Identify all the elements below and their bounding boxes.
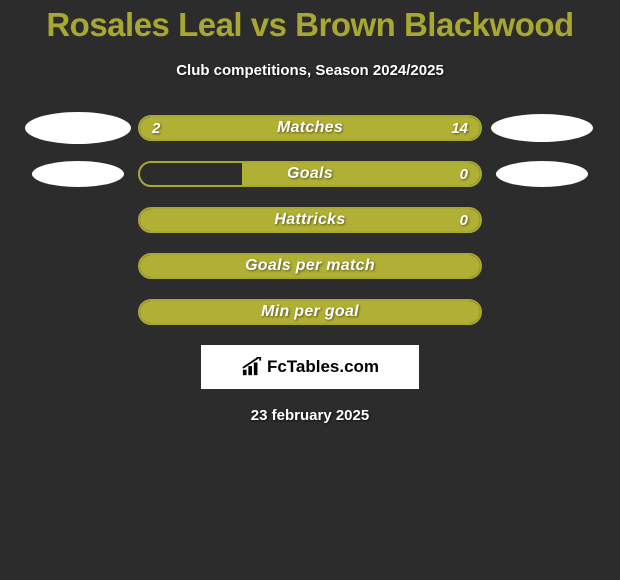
right-indicator xyxy=(482,161,602,187)
comparison-rows: Matches214Goals0Hattricks0Goals per matc… xyxy=(0,115,620,325)
stat-label: Min per goal xyxy=(140,301,480,323)
stat-label: Goals xyxy=(140,163,480,185)
comparison-row: Goals0 xyxy=(0,161,620,187)
stat-bar: Goals per match xyxy=(138,253,482,279)
logo-box: FcTables.com xyxy=(201,345,419,389)
left-indicator xyxy=(18,112,138,144)
date-text: 23 february 2025 xyxy=(0,407,620,424)
comparison-row: Hattricks0 xyxy=(0,207,620,233)
ellipse-icon xyxy=(25,112,131,144)
page-title: Rosales Leal vs Brown Blackwood xyxy=(0,0,620,44)
ellipse-icon xyxy=(496,161,588,187)
logo-text: FcTables.com xyxy=(267,357,379,377)
ellipse-icon xyxy=(491,114,593,142)
subtitle: Club competitions, Season 2024/2025 xyxy=(0,62,620,79)
ellipse-icon xyxy=(32,161,124,187)
chart-icon xyxy=(241,357,263,377)
stat-bar: Hattricks0 xyxy=(138,207,482,233)
comparison-row: Min per goal xyxy=(0,299,620,325)
right-value: 14 xyxy=(451,117,468,139)
right-value: 0 xyxy=(460,209,468,231)
right-indicator xyxy=(482,114,602,142)
left-value: 2 xyxy=(152,117,160,139)
stat-label: Hattricks xyxy=(140,209,480,231)
stat-bar: Goals0 xyxy=(138,161,482,187)
comparison-row: Matches2 14 xyxy=(0,115,620,141)
left-indicator xyxy=(18,161,138,187)
stat-label: Matches xyxy=(140,117,480,139)
right-value: 0 xyxy=(460,163,468,185)
comparison-row: Goals per match xyxy=(0,253,620,279)
stat-bar: Min per goal xyxy=(138,299,482,325)
stat-bar: Matches2 14 xyxy=(138,115,482,141)
stat-label: Goals per match xyxy=(140,255,480,277)
